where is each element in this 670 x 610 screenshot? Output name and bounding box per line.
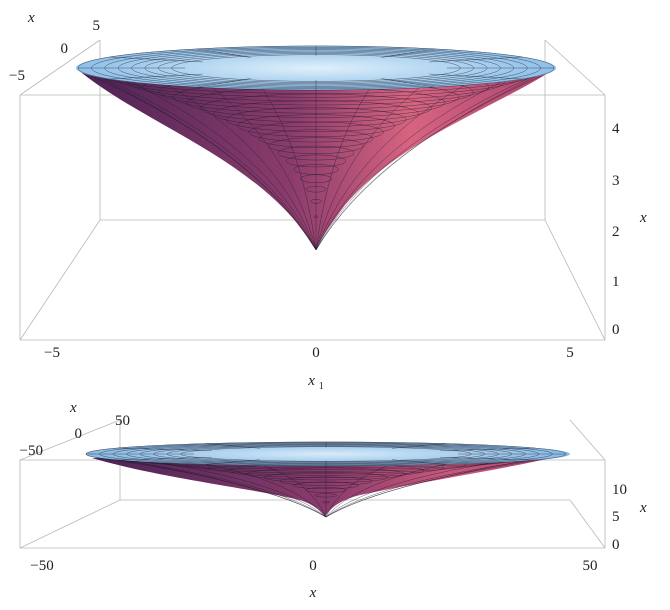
mesh-spoke [263, 465, 327, 518]
chart-1-box-edge [544, 219, 606, 341]
chart-1-x-axis-title-text: x [307, 373, 315, 389]
chart-2-y-axis: −50 0 50 x2 [20, 400, 130, 459]
rim-spoke [205, 459, 261, 465]
chart-2-box-edge [19, 419, 121, 461]
rim-spoke [118, 457, 212, 461]
chart-2-z-axis-title: x [639, 500, 647, 516]
chart-1-y-axis-title: x [27, 10, 35, 26]
chart-2-y-tick-label: −50 [20, 443, 43, 459]
rim-spoke [109, 73, 203, 80]
rim-spoke [109, 56, 203, 63]
rim-spoke [440, 447, 534, 451]
rim-spoke [429, 73, 523, 80]
chart-2: −50 0 50 x1 −50 0 50 x2 0 5 10 x3 [20, 400, 647, 601]
chart-1-y-tick-label: 5 [93, 18, 101, 34]
chart-2-box-edge [569, 419, 606, 461]
rim-spoke [391, 443, 447, 449]
chart-1-top-rim [76, 46, 556, 90]
chart-1-z-tick-label: 3 [612, 173, 620, 189]
chart-2-x-tick-label: 0 [309, 558, 317, 574]
chart-2-x-tick-label: 50 [583, 558, 598, 574]
chart-1-y-axis: −5 0 5 x2 [9, 10, 100, 84]
mesh-spoke [325, 464, 447, 518]
rim-spoke [196, 78, 251, 88]
chart-1-box-edge [19, 39, 101, 96]
chart-1-box-edge [544, 39, 606, 96]
mesh-spoke [156, 462, 327, 518]
chart-2-x-axis-title: x [309, 585, 317, 601]
rim-spoke [205, 443, 261, 449]
chart-2-funnel-surface [92, 455, 565, 517]
mesh-spoke [118, 459, 327, 518]
chart-2-y-tick-label: 50 [115, 413, 130, 429]
rim-spoke [429, 56, 523, 63]
mesh-spoke [315, 87, 420, 251]
chart-1-z-tick-label: 1 [612, 274, 620, 290]
rim-spoke [381, 48, 436, 58]
mesh-spoke [212, 87, 317, 251]
chart-2-box-edge [19, 499, 121, 549]
rim-spoke [118, 447, 212, 451]
rim-spoke [391, 459, 447, 465]
mesh-spoke [315, 81, 503, 251]
chart-2-z-tick-label: 0 [612, 537, 620, 553]
mesh-spoke [83, 72, 317, 251]
chart-1-x-tick-label: 5 [566, 345, 574, 361]
mesh-spoke [315, 77, 531, 251]
chart-1-y-tick-label: −5 [9, 68, 25, 84]
mesh-spoke [205, 464, 327, 518]
mesh-spoke [315, 85, 465, 251]
chart-1-z-tick-label: 0 [612, 322, 620, 338]
chart-2-y-axis-title: x [69, 400, 77, 416]
chart-1-x-tick-label: −5 [44, 345, 60, 361]
chart-2-z-tick-label: 10 [612, 482, 627, 498]
mesh-spoke [101, 77, 317, 251]
chart-2-y-tick-label: 0 [75, 426, 83, 442]
chart-1-z-axis: 0 1 2 3 4 x3 [612, 121, 647, 338]
chart-1-x-axis-title: x 1 [307, 373, 323, 392]
chart-1-box-edge [19, 219, 101, 341]
rim-spoke [440, 457, 534, 461]
chart-1: −5 0 5 x 1 −5 0 5 x2 0 1 2 3 4 x3 [9, 10, 647, 392]
mesh-spoke [262, 89, 317, 251]
chart-2-rim-mesh [85, 441, 567, 467]
chart-2-z-axis: 0 5 10 x3 [612, 482, 647, 553]
chart-1-z-axis-title: x [639, 210, 647, 226]
chart-1-rim-mesh [77, 45, 555, 91]
rim-spoke [196, 48, 251, 58]
chart-1-z-tick-label: 4 [612, 121, 620, 137]
mesh-spoke [94, 456, 327, 518]
mesh-spoke [77, 67, 317, 251]
mesh-spoke [325, 453, 567, 518]
mesh-spoke [315, 89, 370, 251]
chart-2-x-tick-label: −50 [30, 558, 53, 574]
mesh-spoke [325, 462, 496, 518]
chart-1-x-axis: −5 0 5 x 1 [44, 345, 574, 392]
rim-spoke [381, 78, 436, 88]
chart-2-box-edge [569, 499, 606, 549]
chart-2-z-tick-label: 5 [612, 509, 620, 525]
axis-title-subscript: 1 [319, 381, 324, 392]
chart-1-z-tick-label: 2 [612, 224, 620, 240]
chart-1-x-tick-label: 0 [312, 345, 320, 361]
mesh-spoke [325, 465, 389, 518]
chart-2-x-axis: −50 0 50 x1 [30, 558, 597, 601]
chart-1-y-tick-label: 0 [61, 41, 69, 57]
mesh-spoke [129, 81, 317, 251]
mesh-spoke [167, 85, 317, 251]
mesh-spoke [315, 67, 555, 251]
